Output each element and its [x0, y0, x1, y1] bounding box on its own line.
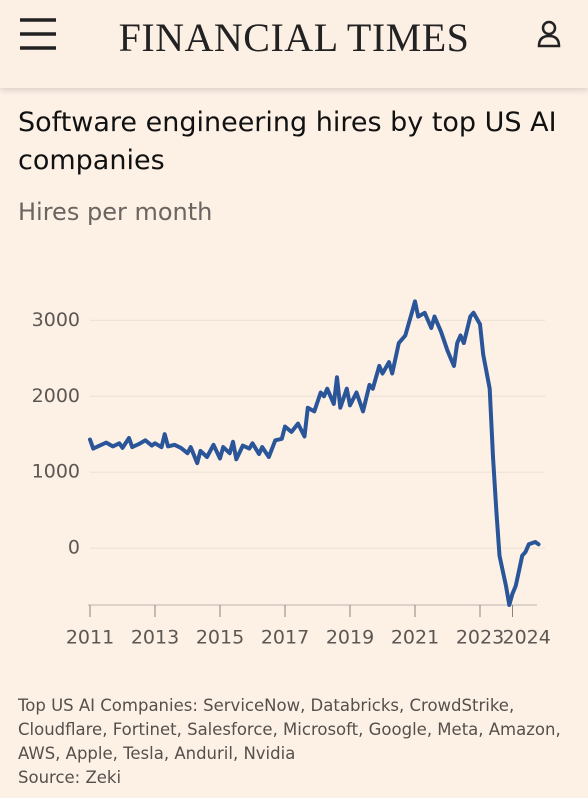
x-tick-label: 2024	[503, 627, 551, 649]
y-tick-label: 3000	[32, 309, 80, 331]
x-tick-label: 2019	[326, 627, 374, 649]
footnote: Top US AI Companies: ServiceNow, Databri…	[18, 694, 578, 790]
chart: 0 1000 2000 3000 2011 2013 2015 2017 2019 2021 202…	[32, 299, 551, 649]
header: FINANCIAL TIMES	[0, 0, 588, 88]
x-tick-label: 2017	[261, 627, 309, 649]
chart-subtitle: Hires per month	[18, 198, 213, 226]
y-tick-label: 0	[68, 537, 80, 559]
x-tick-label: 2023	[456, 627, 504, 649]
header-icons	[20, 18, 561, 50]
x-tick-label: 2015	[196, 627, 244, 649]
source: Source: Zeki	[18, 768, 122, 787]
y-tick-label: 2000	[32, 385, 80, 407]
y-tick-label: 1000	[32, 461, 80, 483]
x-tick-label: 2011	[66, 627, 114, 649]
account-button[interactable]	[537, 20, 561, 48]
x-tick-label: 2021	[391, 627, 439, 649]
chart-title: Software engineering hires by top US AI …	[18, 107, 557, 176]
note: Top US AI Companies: ServiceNow, Databri…	[18, 696, 561, 763]
brand[interactable]: FINANCIAL TIMES	[118, 15, 470, 60]
x-tick-label: 2013	[131, 627, 179, 649]
data-line	[88, 299, 541, 607]
menu-button[interactable]	[20, 18, 56, 50]
